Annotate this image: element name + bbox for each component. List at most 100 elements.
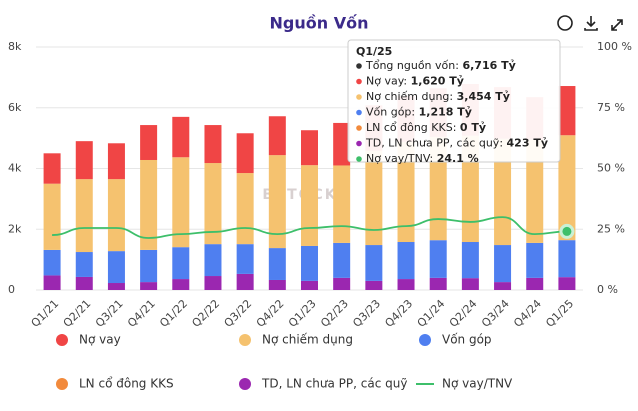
bar-segment (140, 159, 158, 250)
tooltip-row: Nợ vay: 1,620 Tỷ (366, 75, 464, 88)
bar-segment (204, 125, 222, 164)
bar-segment (429, 277, 447, 290)
bar-segment (461, 278, 479, 290)
legend-swatch (239, 378, 251, 390)
tooltip-label: Vốn góp: (366, 106, 419, 119)
tooltip-value: 3,454 Tỷ (457, 90, 510, 103)
bar-segment (172, 279, 190, 290)
tooltip-dot (356, 94, 362, 100)
bar-segment (43, 153, 61, 184)
bar-segment (365, 150, 383, 246)
tooltip-row: Tổng nguồn vốn: 6,716 Tỷ (365, 59, 516, 72)
x-tick-label: Q2/21 (61, 297, 94, 330)
bar-segment (558, 135, 576, 241)
tooltip-row: TD, LN chưa PP, các quỹ: 423 Tỷ (365, 137, 548, 150)
bar-segment (558, 240, 576, 278)
download-icon[interactable] (584, 16, 598, 31)
bar-segment (43, 183, 61, 250)
bar-segment (75, 252, 93, 277)
tooltip-value: 1,218 Tỷ (419, 106, 472, 119)
bar-segment (333, 277, 351, 290)
x-tick-label: Q2/24 (447, 297, 480, 330)
y2-tick-label: 25 % (597, 222, 625, 235)
tooltip-label: Nợ chiếm dụng: (366, 90, 457, 103)
tooltip-title: Q1/25 (356, 45, 392, 58)
legend-label: Vốn góp (442, 333, 492, 347)
y2-tick-label: 75 % (597, 101, 625, 114)
x-tick-label: Q4/23 (382, 297, 415, 330)
bar-segment (365, 245, 383, 281)
tooltip-value: 1,620 Tỷ (411, 75, 464, 88)
bar-segment (140, 282, 158, 290)
tooltip-label: Nợ vay: (366, 75, 411, 88)
tooltip-dot (356, 156, 362, 162)
y-tick-label: 6k (8, 101, 22, 114)
tooltip-value: 6,716 Tỷ (462, 59, 515, 72)
bar-segment (236, 273, 254, 290)
bar-segment (558, 277, 576, 290)
tooltip-row: Nợ vay/TNV: 24.1 % (366, 152, 479, 165)
tooltip-row: Vốn góp: 1,218 Tỷ (366, 106, 472, 119)
bar-segment (172, 247, 190, 280)
tooltip-label: LN cổ đông KKS: (366, 121, 460, 134)
y-tick-label: 4k (8, 162, 22, 175)
bar-segment (301, 130, 318, 166)
legend-swatch (56, 334, 68, 346)
bar-segment (526, 139, 544, 243)
bar-segment (301, 280, 318, 290)
bar-segment (494, 282, 512, 290)
bar-segment (140, 125, 158, 160)
bar-segment (526, 277, 544, 290)
line-point (559, 223, 575, 239)
legend-swatch (239, 334, 251, 346)
legend-label: Nợ vay (79, 333, 121, 347)
x-tick-label: Q1/22 (157, 297, 190, 330)
x-tick-label: Q2/22 (189, 297, 222, 330)
tooltip-dot (356, 63, 362, 69)
bar-segment (268, 248, 286, 280)
x-tick-label: Q3/22 (222, 297, 255, 330)
legend-swatch (56, 378, 68, 390)
bar-segment (107, 251, 125, 284)
bar-segment (107, 143, 125, 180)
bar-segment (75, 179, 93, 253)
bar-segment (333, 122, 351, 166)
bar-segment (172, 116, 190, 158)
legend-label: Nợ chiếm dụng (262, 333, 353, 347)
x-tick-label: Q3/21 (93, 297, 126, 330)
bar-segment (107, 179, 125, 252)
x-tick-label: Q1/25 (543, 297, 576, 330)
bar-segment (429, 136, 447, 241)
bar-segment (494, 245, 512, 283)
bar-segment (333, 242, 351, 278)
tooltip-box (347, 39, 561, 163)
bar-segment (236, 133, 254, 174)
tooltip-value: 423 Tỷ (507, 137, 548, 150)
bar-segment (397, 141, 415, 243)
help-icon[interactable] (557, 15, 573, 31)
tooltip-dot (356, 109, 362, 116)
bar-segment (75, 141, 93, 180)
bar-segment (236, 173, 254, 245)
chart-title: Nguồn Vốn (270, 14, 369, 33)
bar-segment (526, 242, 544, 278)
y2-tick-label: 0 % (597, 283, 618, 296)
bar-segment (397, 279, 415, 290)
bar-segment (365, 280, 383, 290)
y2-tick-label: 100 % (597, 40, 632, 53)
x-tick-label: Q4/22 (254, 297, 287, 330)
x-tick-label: Q2/23 (318, 297, 351, 330)
tooltip-label: Tổng nguồn vốn: (365, 59, 462, 72)
expand-icon[interactable] (611, 19, 623, 31)
y-tick-label: 8k (8, 40, 22, 53)
bar-segment (268, 279, 286, 290)
tooltip-label: Nợ vay/TNV: (366, 152, 437, 165)
tooltip-dot (356, 140, 362, 147)
toolbar[interactable] (557, 15, 623, 31)
bar-segment (43, 249, 61, 276)
tooltip-value: 24.1 % (437, 152, 479, 165)
bar-segment (204, 163, 222, 245)
bar-segment (461, 242, 479, 279)
tooltip-row: Nợ chiếm dụng: 3,454 Tỷ (366, 90, 510, 103)
y-tick-label: 0 (8, 283, 15, 296)
